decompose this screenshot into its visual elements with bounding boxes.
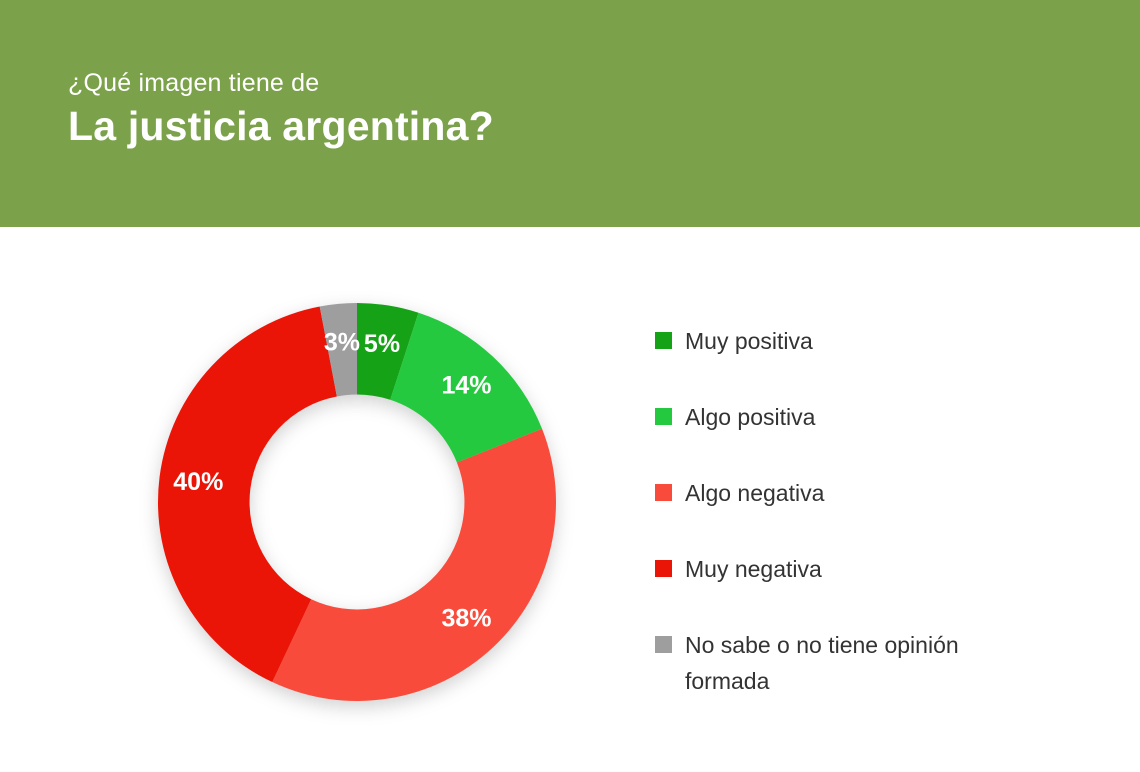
legend-label: Muy negativa: [685, 556, 822, 582]
header-text-block: ¿Qué imagen tiene de La justicia argenti…: [68, 66, 494, 152]
header-banner: ¿Qué imagen tiene de La justicia argenti…: [0, 0, 1140, 227]
donut-data-label-2: 38%: [441, 605, 491, 633]
legend-swatch-muy-negativa: [655, 560, 672, 577]
donut-segment-2: [272, 428, 557, 702]
legend-swatch-algo-positiva: [655, 408, 672, 425]
donut-data-label-4: 3%: [324, 329, 360, 357]
legend-label: Algo negativa: [685, 480, 825, 506]
legend-item-algo-negativa: Algo negativa: [655, 475, 985, 511]
legend-swatch-no-sabe: [655, 636, 672, 653]
donut-chart: 5% 14% 38% 40% 3%: [157, 303, 557, 702]
legend-swatch-muy-positiva: [655, 332, 672, 349]
legend-item-muy-positiva: Muy positiva: [655, 323, 985, 359]
chart-area: 5% 14% 38% 40% 3% Muy positiva Algo positiva…: [0, 227, 1140, 772]
chart-subtitle: ¿Qué imagen tiene de: [68, 69, 320, 97]
donut-segment-0: [357, 303, 419, 400]
donut-data-label-1: 14%: [441, 371, 491, 399]
legend-label: Muy positiva: [685, 328, 813, 354]
donut-data-label-0: 5%: [364, 330, 400, 358]
donut-segment-3: [157, 306, 337, 683]
donut-segment-1: [390, 312, 543, 463]
legend-item-no-sabe: No sabe o no tiene opinión formada: [655, 627, 985, 699]
donut-segment-4: [319, 303, 357, 397]
legend-swatch-algo-negativa: [655, 484, 672, 501]
legend-label: No sabe o no tiene opinión formada: [685, 632, 959, 694]
donut-data-label-3: 40%: [173, 468, 223, 496]
chart-legend: Muy positiva Algo positiva Algo negativa…: [655, 323, 985, 739]
legend-item-muy-negativa: Muy negativa: [655, 551, 985, 587]
legend-item-algo-positiva: Algo positiva: [655, 399, 985, 435]
chart-title: La justicia argentina?: [68, 103, 494, 149]
legend-label: Algo positiva: [685, 404, 816, 430]
